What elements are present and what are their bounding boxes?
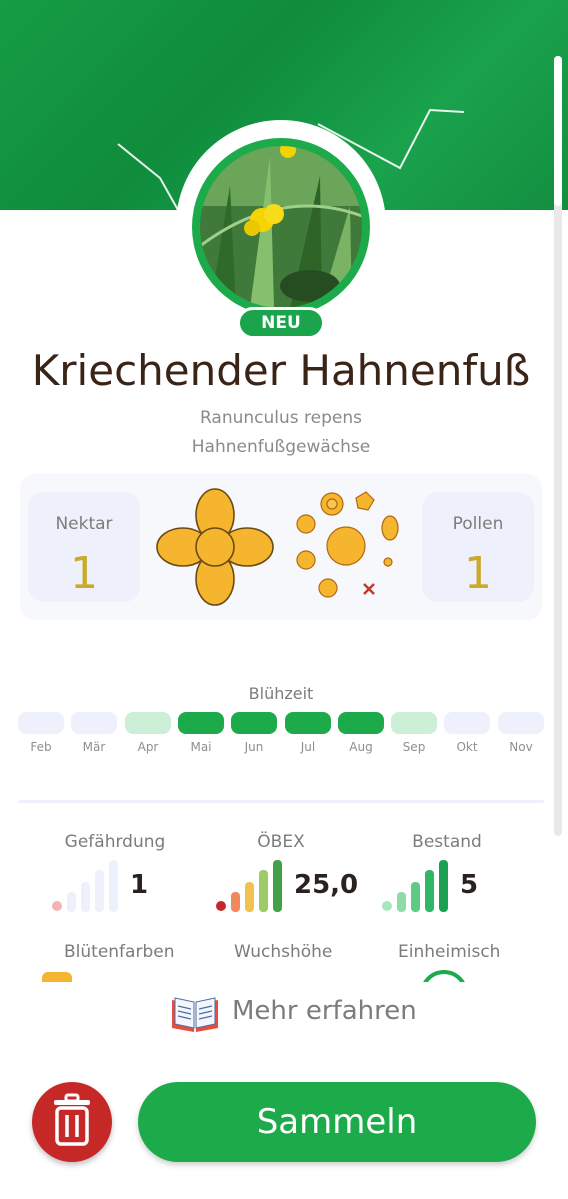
nectar-value: 1: [70, 548, 98, 599]
bloom-month-4: [231, 712, 277, 734]
collect-button[interactable]: Sammeln: [138, 1082, 536, 1162]
flower-diagram-icon: [156, 488, 274, 606]
stock-signal-icon: [382, 860, 448, 912]
bloom-month-5: [285, 712, 331, 734]
bloom-month-label: Okt: [456, 740, 478, 754]
learn-more-label: Mehr erfahren: [232, 996, 417, 1026]
endangerment-label: Gefährdung: [64, 832, 166, 852]
scrollbar-track[interactable]: [554, 56, 562, 836]
growth-height-label: Wuchshöhe: [234, 942, 333, 962]
bloom-month-2: [125, 712, 171, 734]
plant-photo[interactable]: [192, 138, 370, 316]
stock-label: Bestand: [412, 832, 482, 852]
bloom-month-label: Sep: [402, 740, 426, 754]
bloom-month-label: Nov: [509, 740, 533, 754]
delete-button[interactable]: [32, 1082, 112, 1162]
bloom-month-label: Mai: [190, 740, 212, 754]
bloom-time-label: Blühzeit: [248, 684, 314, 703]
plant-family: Hahnenfußgewächse: [191, 437, 371, 457]
scrollbar-thumb[interactable]: [554, 56, 562, 206]
stock-value: 5: [460, 870, 479, 900]
native-indicator-icon: [420, 970, 468, 982]
trash-icon: [54, 1093, 90, 1146]
bloom-month-9: [498, 712, 544, 734]
flower-color-swatch: [42, 972, 72, 982]
plant-photo-image: [200, 146, 362, 308]
bloom-month-label: Apr: [137, 740, 159, 754]
pollen-value: 1: [464, 548, 492, 599]
pollen-box: Pollen 1: [422, 492, 534, 602]
oebex-label: ÖBEX: [257, 832, 305, 852]
open-book-icon: [172, 997, 218, 1032]
nectar-label: Nektar: [55, 514, 113, 534]
native-label: Einheimisch: [398, 942, 501, 962]
plant-name: Kriechender Hahnenfuß: [31, 346, 531, 395]
endangerment-signal-icon: [52, 860, 118, 912]
nectar-box: Nektar 1: [28, 492, 140, 602]
bloom-month-7: [391, 712, 437, 734]
bloom-month-label: Aug: [349, 740, 373, 754]
learn-more-button[interactable]: Mehr erfahren: [170, 992, 430, 1036]
bloom-month-label: Mär: [82, 740, 106, 754]
bloom-month-0: [18, 712, 64, 734]
section-divider: [18, 800, 544, 803]
pollen-label: Pollen: [452, 514, 504, 534]
endangerment-value: 1: [130, 870, 149, 900]
bloom-month-label: Jul: [300, 740, 316, 754]
flower-colors-label: Blütenfarben: [64, 942, 175, 962]
bloom-month-6: [338, 712, 384, 734]
bloom-month-8: [444, 712, 490, 734]
bloom-month-1: [71, 712, 117, 734]
oebex-value: 25,0: [294, 870, 359, 900]
hero-line-decoration: [117, 108, 465, 210]
bloom-month-label: Feb: [30, 740, 52, 754]
bloom-month-3: [178, 712, 224, 734]
flower-parts-icon: [296, 491, 399, 598]
next-row-preview: [0, 960, 554, 982]
bloom-month-label: Jun: [244, 740, 264, 754]
plant-latin-name: Ranunculus repens: [199, 408, 362, 428]
oebex-signal-icon: [216, 860, 282, 912]
new-badge: NEU: [237, 307, 325, 339]
